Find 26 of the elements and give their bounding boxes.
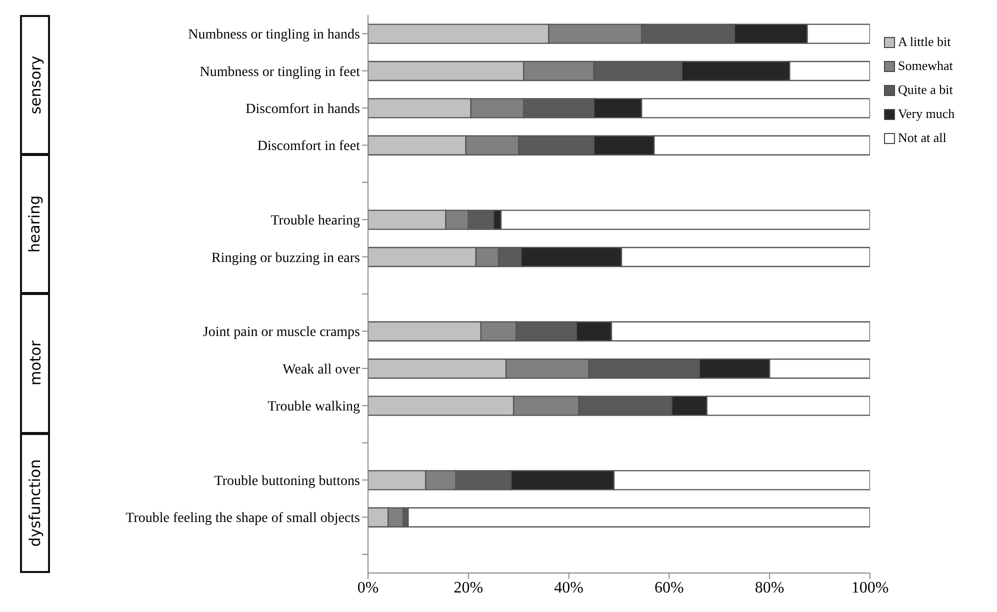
y-tick-label: Ringing or buzzing in ears bbox=[211, 250, 360, 266]
x-tick-label: 40% bbox=[554, 579, 584, 596]
legend-label: A little bit bbox=[898, 34, 951, 50]
legend-label: Somewhat bbox=[898, 58, 953, 74]
y-tick-label: Weak all over bbox=[282, 362, 360, 378]
x-tick-label: 80% bbox=[754, 579, 784, 596]
y-tick-label: Trouble feeling the shape of small objects bbox=[126, 511, 360, 526]
y-tick-label: Joint pain or muscle cramps bbox=[202, 325, 360, 340]
legend-label: Very much bbox=[898, 106, 955, 122]
y-tick-label: Trouble buttoning buttons bbox=[214, 474, 360, 489]
x-tick-label: 100% bbox=[851, 579, 889, 596]
y-tick-label: Numbness or tingling in hands bbox=[188, 28, 360, 43]
legend-label: Quite a bit bbox=[898, 82, 953, 98]
x-tick-label: 20% bbox=[454, 579, 484, 596]
y-tick-label: Discomfort in feet bbox=[257, 139, 360, 154]
text: Not at all bbox=[898, 130, 946, 146]
text: sensory bbox=[26, 55, 44, 114]
y-tick-label: Trouble walking bbox=[268, 400, 360, 415]
y-tick-label: Discomfort in hands bbox=[246, 102, 360, 117]
x-tick-label: 60% bbox=[654, 579, 684, 596]
y-tick-label: Numbness or tingling in feet bbox=[200, 64, 360, 80]
x-tick-label: 0% bbox=[357, 579, 379, 596]
text: motor bbox=[26, 340, 44, 386]
y-tick-label: Trouble hearing bbox=[270, 214, 360, 229]
text: dysfunction bbox=[26, 459, 44, 546]
text: hearing bbox=[26, 195, 44, 252]
